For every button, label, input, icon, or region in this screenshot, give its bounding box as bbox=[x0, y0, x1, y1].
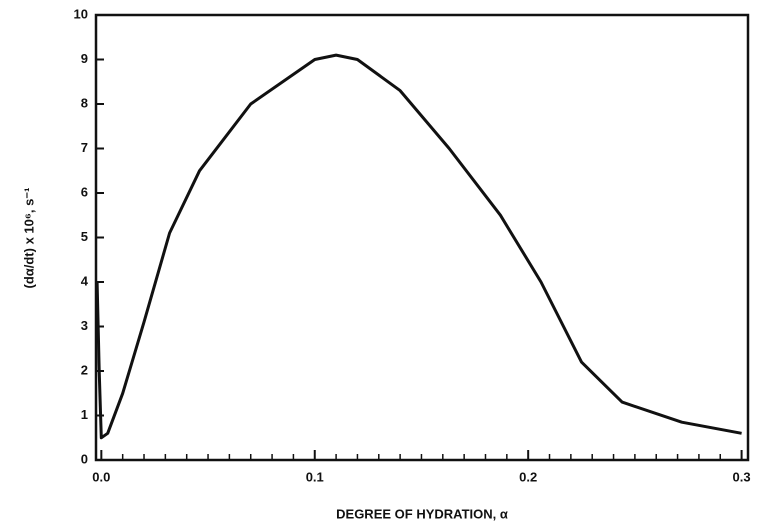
y-tick-label: 10 bbox=[74, 6, 88, 21]
x-tick-label: 0.1 bbox=[306, 469, 324, 484]
y-tick-label: 6 bbox=[81, 184, 88, 199]
y-tick-label: 7 bbox=[81, 140, 88, 155]
y-tick-label: 3 bbox=[81, 318, 88, 333]
y-tick-label: 5 bbox=[81, 229, 88, 244]
y-axis-label: (dα/dt) x 10⁶, s⁻¹ bbox=[21, 187, 36, 288]
data-line bbox=[95, 53, 742, 440]
y-tick-label: 8 bbox=[81, 95, 88, 110]
y-tick-label: 4 bbox=[81, 273, 89, 288]
x-tick-label: 0.2 bbox=[519, 469, 537, 484]
plot-frame bbox=[94, 13, 750, 462]
y-tick-label: 1 bbox=[81, 407, 88, 422]
y-tick-label: 0 bbox=[81, 451, 88, 466]
y-tick-label: 2 bbox=[81, 362, 88, 377]
y-tick-label: 9 bbox=[81, 51, 88, 66]
x-tick-label: 0.3 bbox=[733, 469, 751, 484]
x-axis-label: DEGREE OF HYDRATION, α bbox=[336, 506, 508, 521]
x-tick-label: 0.0 bbox=[92, 469, 110, 484]
